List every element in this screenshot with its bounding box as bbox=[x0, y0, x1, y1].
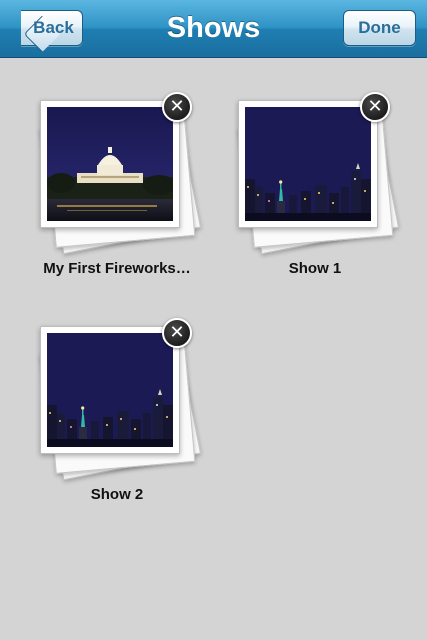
show-label: Show 2 bbox=[90, 486, 144, 503]
show-thumbnail[interactable] bbox=[40, 326, 180, 454]
delete-show-button[interactable]: ✕ bbox=[162, 92, 192, 122]
show-thumbnail-stack[interactable]: ✕ bbox=[230, 92, 400, 256]
show-thumbnail-stack[interactable]: ✕ bbox=[32, 318, 202, 482]
page-title: Shows bbox=[166, 12, 261, 44]
capitol-building-image bbox=[47, 107, 173, 221]
statue-of-liberty-skyline-image bbox=[47, 333, 173, 447]
statue-of-liberty-skyline-image bbox=[245, 107, 371, 221]
close-icon: ✕ bbox=[169, 322, 185, 342]
delete-show-button[interactable]: ✕ bbox=[360, 92, 390, 122]
show-item-show-1[interactable]: ✕ Show 1 bbox=[230, 92, 400, 301]
show-thumbnail-stack[interactable]: ✕ bbox=[32, 92, 202, 256]
back-button-label: Back bbox=[33, 18, 74, 37]
show-label: My First Fireworks… bbox=[43, 260, 191, 277]
show-item-my-first-fireworks[interactable]: ✕ My First Fireworks… bbox=[32, 92, 202, 301]
close-icon: ✕ bbox=[169, 96, 185, 116]
show-thumbnail[interactable] bbox=[238, 100, 378, 228]
show-item-show-2[interactable]: ✕ Show 2 bbox=[32, 318, 202, 527]
delete-show-button[interactable]: ✕ bbox=[162, 318, 192, 348]
show-thumbnail[interactable] bbox=[40, 100, 180, 228]
back-button[interactable]: Back bbox=[21, 10, 83, 53]
show-label: Show 1 bbox=[288, 260, 342, 277]
done-button[interactable]: Done bbox=[343, 10, 416, 46]
close-icon: ✕ bbox=[367, 96, 383, 116]
navigation-bar: Back Shows Done bbox=[0, 0, 427, 58]
